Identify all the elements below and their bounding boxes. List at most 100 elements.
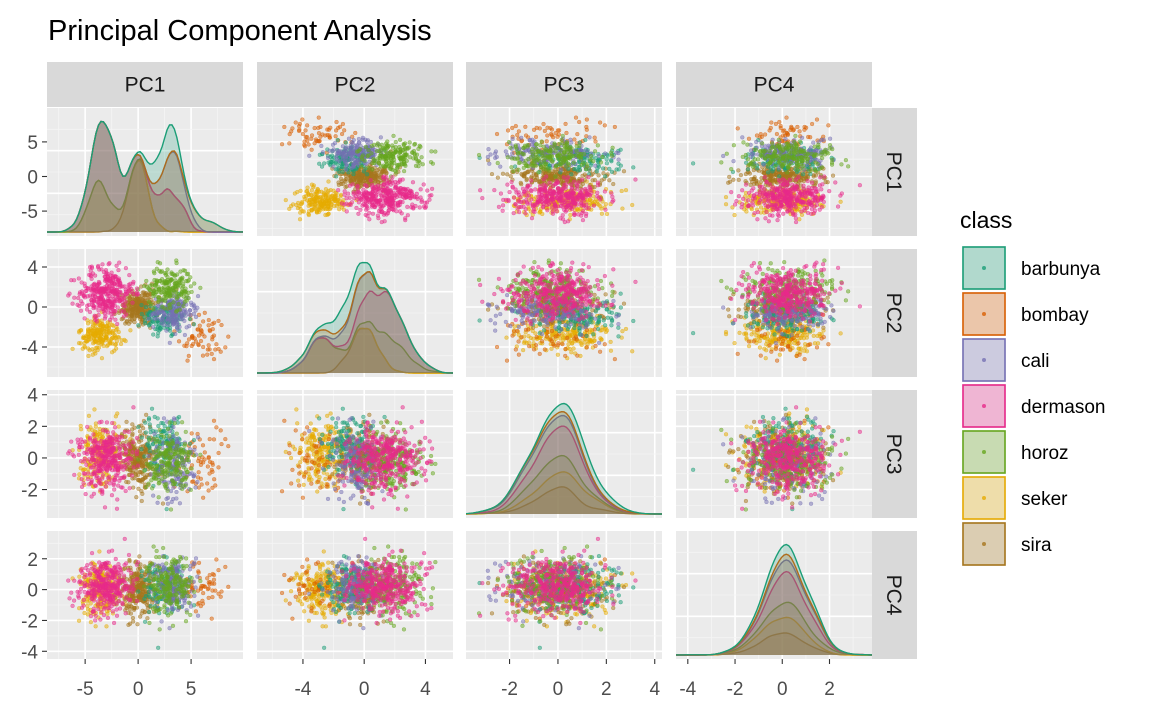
point-seker [326, 211, 331, 216]
point-dermason [857, 183, 863, 188]
point-dermason [427, 193, 432, 198]
point-horoz [571, 153, 576, 159]
point-sira [370, 173, 375, 178]
point-barbunya [337, 169, 342, 175]
point-horoz [401, 169, 407, 174]
point-dermason [356, 189, 361, 195]
point-dermason [570, 199, 575, 205]
density-dermason [47, 121, 243, 232]
point-horoz [385, 145, 390, 150]
point-dermason [809, 180, 815, 185]
point-horoz [168, 278, 173, 283]
point-sira [736, 177, 741, 183]
point-horoz [753, 147, 759, 152]
point-dermason [568, 205, 573, 211]
density-line-barbunya [47, 120, 243, 233]
point-sira [573, 172, 578, 177]
point-seker [730, 205, 735, 210]
point-seker [307, 199, 312, 205]
point-horoz [563, 145, 568, 150]
point-cali [338, 151, 343, 156]
point-bombay [312, 125, 317, 131]
point-horoz [559, 137, 564, 142]
point-dermason [741, 196, 746, 201]
point-dermason [780, 177, 786, 182]
point-sira [143, 290, 149, 296]
point-dermason [541, 204, 546, 209]
point-horoz [418, 144, 423, 149]
point-barbunya [155, 334, 160, 339]
point-seker [128, 328, 133, 333]
point-dermason [370, 194, 375, 199]
point-horoz [516, 167, 521, 172]
point-dermason [795, 186, 800, 191]
point-horoz [767, 155, 772, 160]
point-sira [375, 168, 381, 173]
point-bombay [544, 139, 549, 144]
point-bombay [784, 115, 789, 120]
point-dermason [390, 175, 395, 180]
point-dermason [529, 178, 534, 183]
point-dermason [542, 194, 547, 199]
point-horoz [552, 141, 557, 146]
point-seker [298, 210, 303, 215]
point-sira [580, 181, 586, 187]
point-dermason [347, 202, 352, 207]
density-sira [47, 160, 243, 232]
point-horoz [800, 159, 805, 164]
point-horoz [185, 271, 191, 276]
point-horoz [785, 170, 790, 175]
point-dermason [770, 213, 775, 218]
point-dermason [743, 182, 749, 187]
point-horoz [520, 151, 525, 156]
point-barbunya [588, 163, 593, 168]
point-horoz [546, 168, 552, 173]
strip-col-pc2 [257, 62, 453, 107]
point-barbunya [743, 160, 749, 165]
point-horoz [816, 144, 821, 150]
point-cali [827, 136, 833, 141]
point-sira [621, 169, 627, 174]
point-dermason [372, 204, 378, 210]
point-sira [607, 178, 612, 183]
point-seker [109, 322, 115, 328]
point-seker [312, 205, 317, 210]
point-bombay [510, 125, 515, 131]
point-barbunya [618, 147, 623, 152]
point-bombay [207, 327, 212, 333]
point-bombay [612, 124, 618, 130]
point-horoz [820, 155, 825, 161]
point-dermason [766, 219, 771, 224]
point-dermason [563, 186, 568, 191]
point-dermason [729, 190, 734, 195]
point-barbunya [631, 165, 636, 170]
point-bombay [340, 121, 346, 127]
point-cali [186, 312, 192, 317]
point-dermason [389, 178, 394, 184]
point-barbunya [343, 140, 349, 145]
point-bombay [205, 347, 211, 352]
point-sira [342, 178, 347, 183]
point-barbunya [608, 158, 614, 163]
point-bombay [316, 139, 322, 144]
point-dermason [763, 216, 768, 221]
point-bombay [541, 121, 546, 127]
point-dermason [797, 193, 802, 198]
point-sira [791, 171, 796, 177]
point-dermason [365, 199, 370, 204]
point-dermason [501, 197, 506, 203]
point-bombay [808, 135, 813, 140]
point-horoz [533, 149, 539, 154]
point-bombay [219, 322, 224, 328]
point-sira [599, 178, 604, 183]
point-barbunya [690, 161, 696, 166]
point-sira [355, 173, 360, 179]
point-horoz [395, 165, 400, 170]
point-horoz [356, 148, 361, 154]
point-sira [736, 168, 741, 173]
point-seker [603, 201, 608, 207]
point-cali [175, 327, 180, 332]
point-horoz [392, 150, 398, 155]
point-seker [292, 191, 298, 196]
point-dermason [827, 188, 832, 194]
